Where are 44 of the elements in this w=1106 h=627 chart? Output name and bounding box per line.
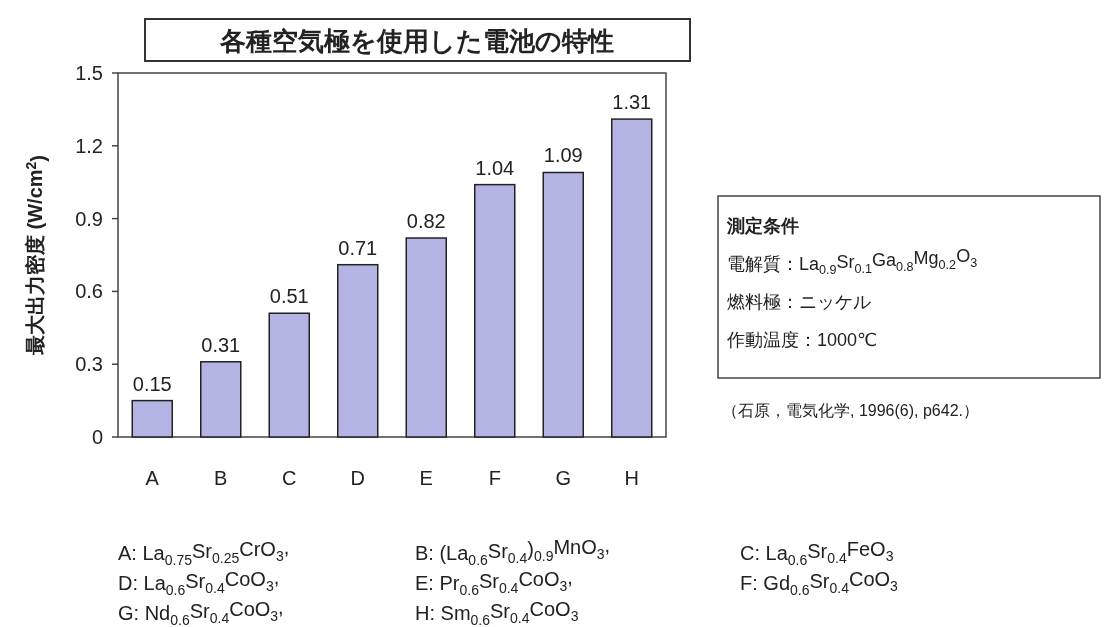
x-tick-label: H (624, 467, 639, 489)
text: 作動温度：1000℃ (726, 330, 878, 350)
text: （石原，電気化学, 1996(6), p642.） (722, 402, 979, 419)
text: 電解質：La$_{0.9}$Sr$_{0.1}$Ga$_{0.8}$Mg$_{0.2}$O$_{3}$ (727, 246, 978, 278)
bar (131, 399, 173, 438)
data-label: 1.09 (543, 144, 583, 167)
text: G: Nd$_{0.6}$Sr$_{0.4}$CoO$_{3}$, (118, 595, 284, 627)
data-label: 0.31 (201, 333, 241, 356)
y-tick-label: 0.6 (75, 280, 103, 303)
text: F: Gd$_{0.6}$Sr$_{0.4}$CoO$_{3}$ (740, 567, 899, 598)
text: B: (La$_{0.6}$Sr$_{0.4}$)$_{0.9}$MnO$_{3}$, (415, 533, 611, 568)
x-tick-label: A (145, 467, 160, 489)
x-tick-label: E (419, 467, 433, 489)
x-tick-label: B (214, 467, 228, 489)
x-tick-label: F (488, 467, 501, 489)
bar (268, 312, 310, 438)
x-tick-label: C (282, 467, 297, 489)
data-label: 1.31 (612, 91, 652, 114)
text: C: La$_{0.6}$Sr$_{0.4}$FeO$_{3}$ (740, 537, 894, 568)
bar (337, 263, 379, 438)
chart-title: 各種空気極を使用した電池の特性 (219, 26, 614, 56)
data-label: 0.51 (269, 285, 309, 308)
text: 測定条件 (726, 216, 799, 236)
bar (474, 183, 516, 438)
y-tick-label: 1.2 (75, 134, 103, 157)
bar (542, 171, 584, 438)
text: 燃料極：ニッケル (727, 292, 871, 312)
text: E: Pr$_{0.6}$Sr$_{0.4}$CoO$_{3}$, (415, 565, 573, 598)
data-label: 1.04 (475, 156, 515, 179)
data-label: 0.15 (132, 372, 172, 395)
y-tick-label: 0 (91, 426, 103, 448)
x-tick-label: D (350, 467, 365, 489)
bar (611, 118, 653, 438)
data-label: 0.82 (406, 210, 446, 233)
x-tick-label: G (555, 467, 572, 489)
y-tick-label: 1.5 (75, 62, 103, 84)
y-tick-label: 0.9 (75, 207, 103, 230)
text: H: Sm$_{0.6}$Sr$_{0.4}$CoO$_{3}$ (415, 597, 579, 627)
bar (200, 361, 242, 438)
text: A: La$_{0.75}$Sr$_{0.25}$CrO$_{3}$, (118, 535, 290, 568)
data-label: 0.71 (338, 236, 378, 259)
bar (405, 237, 447, 438)
y-tick-label: 0.3 (75, 353, 103, 376)
text: D: La$_{0.6}$Sr$_{0.4}$CoO$_{3}$, (118, 565, 280, 598)
